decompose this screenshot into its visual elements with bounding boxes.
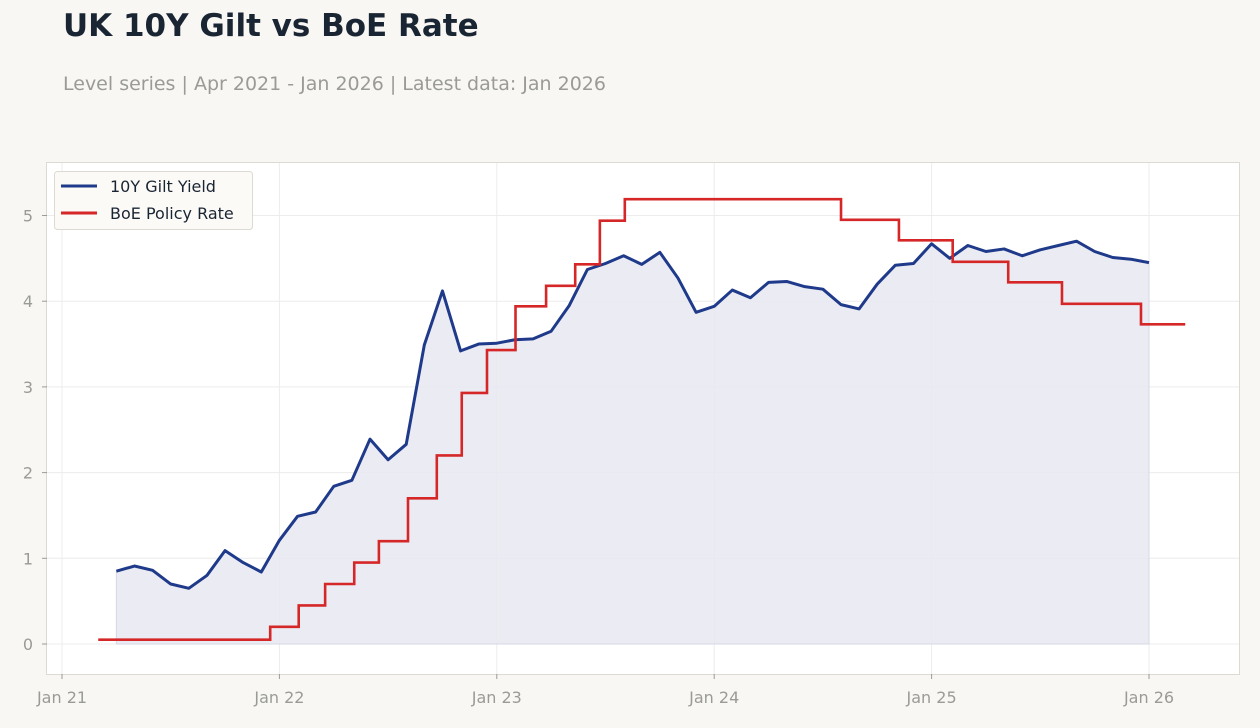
y-tick-label: 5 — [23, 207, 33, 226]
chart-title: UK 10Y Gilt vs BoE Rate — [63, 8, 479, 44]
gilt-yield-line — [115, 239, 1150, 590]
y-tick-label: 2 — [23, 464, 33, 483]
x-tick-label: Jan 21 — [36, 688, 87, 707]
legend: 10Y Gilt Yield BoE Policy Rate — [54, 171, 253, 230]
x-tick-label: Jan 23 — [471, 688, 522, 707]
x-axis: Jan 21 Jan 22 Jan 23 Jan 24 Jan 25 Jan 26 — [36, 674, 1174, 707]
chart-subtitle: Level series | Apr 2021 - Jan 2026 | Lat… — [63, 73, 606, 95]
x-tick-label: Jan 25 — [906, 688, 957, 707]
legend-box — [54, 171, 253, 230]
y-tick-label: 4 — [23, 292, 33, 311]
y-axis: 0 1 2 3 4 5 — [23, 207, 47, 654]
x-tick-label: Jan 22 — [253, 688, 304, 707]
x-tick-label: Jan 24 — [688, 688, 739, 707]
y-tick-label: 3 — [23, 378, 33, 397]
x-tick-label: Jan 26 — [1123, 688, 1174, 707]
legend-label-gilt: 10Y Gilt Yield — [110, 177, 216, 196]
y-tick-label: 0 — [23, 635, 33, 654]
boe-policy-rate-line — [98, 197, 1186, 642]
y-tick-label: 1 — [23, 549, 33, 568]
series-lines — [98, 197, 1186, 642]
legend-label-boe: BoE Policy Rate — [110, 204, 234, 223]
